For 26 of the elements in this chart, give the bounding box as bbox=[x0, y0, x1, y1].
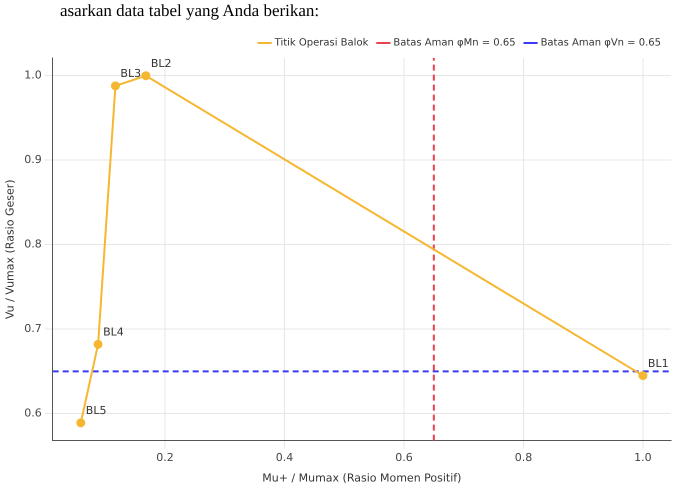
annotation: BL5 bbox=[86, 404, 106, 418]
point bbox=[141, 71, 150, 80]
y-tick-label: 1.0 bbox=[24, 68, 42, 82]
annotation: BL1 bbox=[648, 356, 669, 370]
x-tick-label: 0.6 bbox=[395, 451, 413, 464]
legend-label: Batas Aman φVn = 0.65 bbox=[540, 38, 662, 49]
point bbox=[94, 340, 103, 349]
x-tick-label: 1.0 bbox=[634, 451, 652, 464]
legend-label: Batas Aman φMn = 0.65 bbox=[393, 38, 516, 49]
y-tick-label: 0.7 bbox=[24, 322, 42, 335]
legend-label: Titik Operasi Balok bbox=[274, 38, 369, 49]
annotation: BL4 bbox=[103, 326, 124, 339]
y-tick-label: 0.9 bbox=[24, 153, 42, 166]
y-tick-label: 0.8 bbox=[24, 238, 42, 251]
point bbox=[110, 81, 120, 90]
point bbox=[76, 418, 86, 428]
x-tick-label: 0.4 bbox=[276, 451, 294, 464]
annotation: BL3 bbox=[120, 67, 142, 80]
x-tick-label: 0.2 bbox=[156, 451, 174, 464]
annotation: BL2 bbox=[150, 57, 172, 70]
x-tick-label: 0.8 bbox=[514, 451, 532, 464]
text: asarkan data tabel yang Anda berikan: bbox=[59, 0, 320, 22]
y-axis-title: Vu / Vumax (Rasio Geser) bbox=[3, 179, 16, 320]
y-tick-label: 0.6 bbox=[24, 406, 42, 420]
point bbox=[638, 371, 648, 380]
x-axis-title: Mu+ / Mumax (Rasio Momen Positif) bbox=[262, 471, 462, 484]
